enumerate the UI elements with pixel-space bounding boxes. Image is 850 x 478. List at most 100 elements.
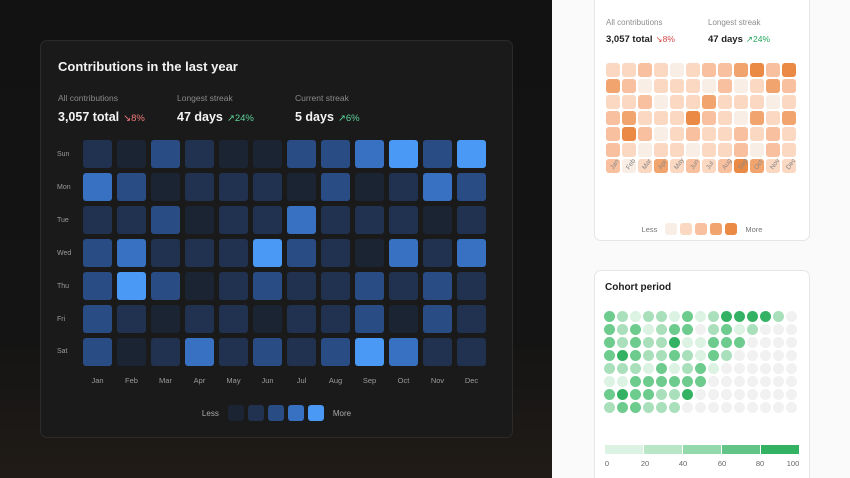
heatmap-cell xyxy=(355,272,384,300)
cohort-dot xyxy=(682,363,693,374)
heatmap-cell xyxy=(151,206,180,234)
heatmap-cell xyxy=(702,79,716,93)
cohort-dot xyxy=(604,376,615,387)
heatmap-cell xyxy=(622,111,636,125)
heatmap-cell xyxy=(718,127,732,141)
heatmap-cell xyxy=(734,79,748,93)
heatmap-cell xyxy=(219,140,248,168)
heatmap-cell xyxy=(702,63,716,77)
cohort-dot xyxy=(747,402,758,413)
heatmap-cell xyxy=(702,159,716,173)
cohort-dot xyxy=(773,402,784,413)
cohort-dot xyxy=(773,389,784,400)
heatmap-cell xyxy=(83,140,112,168)
cohort-dot xyxy=(734,350,745,361)
heatmap-cell xyxy=(83,338,112,366)
heatmap-cell xyxy=(185,206,214,234)
heatmap-cell xyxy=(606,79,620,93)
cohort-dot xyxy=(604,363,615,374)
heatmap-cell xyxy=(389,206,418,234)
heatmap-cell xyxy=(638,159,652,173)
cohort-dot xyxy=(708,376,719,387)
cohort-dot xyxy=(656,337,667,348)
cohort-dot xyxy=(669,311,680,322)
heatmap-cell xyxy=(782,159,796,173)
cohort-dot xyxy=(721,337,732,348)
legend-swatch xyxy=(710,223,723,235)
heatmap-cell xyxy=(670,159,684,173)
heatmap-cell xyxy=(702,127,716,141)
cohort-dot xyxy=(734,402,745,413)
month-label: Mar xyxy=(159,376,172,385)
heatmap-cell xyxy=(321,173,350,201)
cohort-dot xyxy=(630,337,641,348)
cohort-dot xyxy=(656,389,667,400)
heatmap-cell xyxy=(718,79,732,93)
heatmap-cell xyxy=(151,338,180,366)
cohort-dot xyxy=(604,337,615,348)
cohort-dot xyxy=(643,376,654,387)
cohort-dot xyxy=(747,389,758,400)
cohort-dot xyxy=(760,350,771,361)
cohort-dot xyxy=(630,350,641,361)
heatmap-cell xyxy=(750,143,764,157)
day-label-sun: Sun xyxy=(57,151,70,158)
legend-swatch xyxy=(665,223,678,235)
heatmap-cell xyxy=(638,95,652,109)
legend-less: Less xyxy=(201,408,219,418)
heatmap-cell xyxy=(253,272,282,300)
stat-label: Current streak xyxy=(295,93,349,103)
stat-all-contributions: All contributions 3,057 total ↘8% xyxy=(606,18,675,45)
heatmap-cell xyxy=(670,63,684,77)
legend-light: Less More xyxy=(595,223,809,235)
cohort-dot xyxy=(786,337,797,348)
heatmap-cell xyxy=(83,305,112,333)
heatmap-cell xyxy=(117,206,146,234)
cohort-dot xyxy=(695,363,706,374)
cohort-dot xyxy=(643,402,654,413)
heatmap-cell xyxy=(423,206,452,234)
heatmap-cell xyxy=(638,111,652,125)
heatmap-cell xyxy=(321,338,350,366)
cohort-dot xyxy=(656,402,667,413)
legend-dark: Less More xyxy=(41,405,512,421)
cohort-dot xyxy=(656,363,667,374)
legend-swatch xyxy=(267,405,284,421)
stat-value-text: 3,057 total xyxy=(58,110,120,124)
heatmap-cell xyxy=(638,143,652,157)
heatmap-cell xyxy=(654,127,668,141)
stat-label: All contributions xyxy=(606,18,663,27)
scale-segment xyxy=(683,445,721,454)
heatmap-cell xyxy=(670,95,684,109)
heatmap-cell xyxy=(654,63,668,77)
heatmap-cell xyxy=(253,239,282,267)
heatmap-cell xyxy=(117,338,146,366)
heatmap-cell xyxy=(117,239,146,267)
heatmap-cell xyxy=(287,272,316,300)
cohort-dot xyxy=(747,311,758,322)
cohort-dot xyxy=(643,363,654,374)
cohort-dot xyxy=(721,402,732,413)
contribution-grid-light xyxy=(606,63,796,173)
cohort-dot xyxy=(786,389,797,400)
cohort-dot xyxy=(630,311,641,322)
month-label: Jul xyxy=(296,376,307,385)
heatmap-cell xyxy=(253,173,282,201)
heatmap-cell xyxy=(355,140,384,168)
scale-segment xyxy=(605,445,643,454)
cohort-dot xyxy=(760,389,771,400)
stat-label: All contributions xyxy=(58,93,119,103)
heatmap-cell xyxy=(253,140,282,168)
heatmap-cell xyxy=(117,173,146,201)
heatmap-cell xyxy=(766,63,780,77)
cohort-dot xyxy=(786,376,797,387)
cohort-dot xyxy=(617,337,628,348)
heatmap-cell xyxy=(117,140,146,168)
stat-change: ↗6% xyxy=(337,113,360,124)
scale-tick: 60 xyxy=(717,459,727,468)
heatmap-cell xyxy=(457,206,486,234)
cohort-dot xyxy=(682,311,693,322)
heatmap-cell xyxy=(654,111,668,125)
heatmap-cell xyxy=(389,173,418,201)
heatmap-cell xyxy=(253,305,282,333)
